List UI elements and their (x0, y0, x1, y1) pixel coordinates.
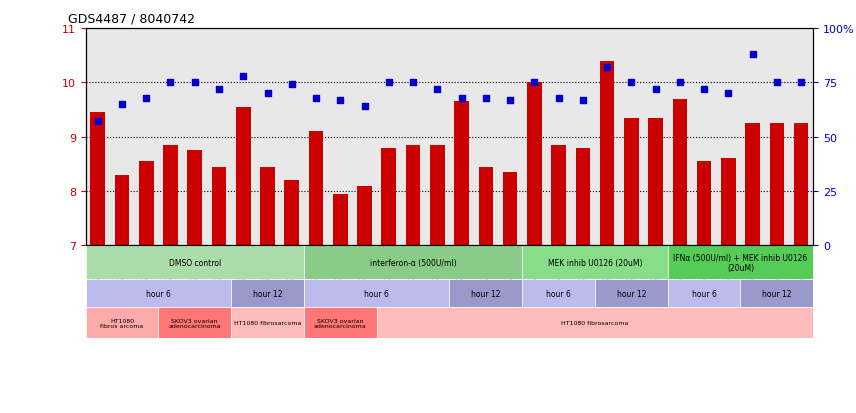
Bar (746, 124, 760, 246)
Bar (479, 167, 493, 246)
Bar (721, 159, 735, 246)
Bar (115, 175, 129, 246)
Bar (357, 186, 372, 246)
Bar (86, 280, 231, 308)
Bar (231, 308, 304, 339)
Bar (304, 280, 449, 308)
Bar (187, 151, 202, 246)
Bar (377, 308, 813, 339)
Text: hour 12: hour 12 (762, 289, 792, 298)
Bar (697, 162, 711, 246)
Point (649, 86, 663, 93)
Text: DMSO control: DMSO control (169, 258, 221, 267)
Point (794, 80, 808, 86)
Bar (86, 246, 304, 280)
Text: hour 6: hour 6 (546, 289, 571, 298)
Bar (624, 119, 639, 246)
Bar (382, 148, 396, 246)
Text: hour 6: hour 6 (146, 289, 171, 298)
Bar (668, 246, 813, 280)
Point (140, 95, 153, 102)
Point (260, 90, 274, 97)
Bar (304, 246, 522, 280)
Point (91, 119, 104, 126)
Point (406, 80, 419, 86)
Text: hour 12: hour 12 (471, 289, 501, 298)
Bar (260, 167, 275, 246)
Bar (236, 107, 251, 246)
Text: GDS4487 / 8040742: GDS4487 / 8040742 (68, 12, 195, 25)
Point (479, 95, 492, 102)
Point (770, 80, 783, 86)
Point (551, 95, 565, 102)
Bar (309, 132, 324, 246)
Point (722, 90, 735, 97)
Point (115, 102, 128, 108)
Point (503, 97, 517, 104)
Bar (231, 280, 304, 308)
Bar (333, 194, 348, 246)
Text: SKOV3 ovarian
adenocarcinoma: SKOV3 ovarian adenocarcinoma (314, 318, 366, 329)
Text: hour 6: hour 6 (364, 289, 389, 298)
Bar (668, 280, 740, 308)
Point (527, 80, 541, 86)
Text: interferon-α (500U/ml): interferon-α (500U/ml) (370, 258, 456, 267)
Bar (595, 280, 668, 308)
Bar (575, 148, 590, 246)
Point (576, 97, 590, 104)
Point (455, 95, 468, 102)
Text: hour 6: hour 6 (692, 289, 716, 298)
Text: MEK inhib U0126 (20uM): MEK inhib U0126 (20uM) (548, 258, 642, 267)
Bar (86, 308, 158, 339)
Bar (163, 145, 178, 246)
Point (697, 86, 710, 93)
Bar (158, 308, 231, 339)
Bar (284, 181, 299, 246)
Bar (455, 102, 469, 246)
Bar (673, 100, 687, 246)
Point (309, 95, 323, 102)
Bar (304, 308, 377, 339)
Bar (91, 113, 105, 246)
Bar (770, 124, 784, 246)
Bar (600, 62, 615, 246)
Point (187, 80, 202, 86)
Point (382, 80, 395, 86)
Point (624, 80, 638, 86)
Point (746, 52, 759, 58)
Text: HT1080
fibros arcoma: HT1080 fibros arcoma (100, 318, 144, 329)
Point (212, 86, 226, 93)
Bar (527, 83, 542, 246)
Bar (430, 145, 444, 246)
Point (600, 65, 614, 71)
Point (358, 104, 372, 110)
Point (285, 82, 299, 88)
Text: HT1080 fibrosarcoma: HT1080 fibrosarcoma (234, 320, 301, 326)
Point (673, 80, 687, 86)
Bar (794, 124, 808, 246)
Text: IFNα (500U/ml) + MEK inhib U0126
(20uM): IFNα (500U/ml) + MEK inhib U0126 (20uM) (674, 253, 807, 273)
Bar (502, 173, 517, 246)
Bar (211, 167, 226, 246)
Point (333, 97, 348, 104)
Bar (139, 162, 153, 246)
Bar (522, 280, 595, 308)
Bar (551, 145, 566, 246)
Text: hour 12: hour 12 (616, 289, 646, 298)
Point (431, 86, 444, 93)
Bar (740, 280, 813, 308)
Bar (522, 246, 668, 280)
Text: hour 12: hour 12 (253, 289, 282, 298)
Text: SKOV3 ovarian
adenocarcinoma: SKOV3 ovarian adenocarcinoma (169, 318, 221, 329)
Point (236, 73, 250, 80)
Point (163, 80, 177, 86)
Bar (449, 280, 522, 308)
Bar (648, 119, 663, 246)
Text: HT1080 fibrosarcoma: HT1080 fibrosarcoma (562, 320, 628, 326)
Bar (406, 145, 420, 246)
